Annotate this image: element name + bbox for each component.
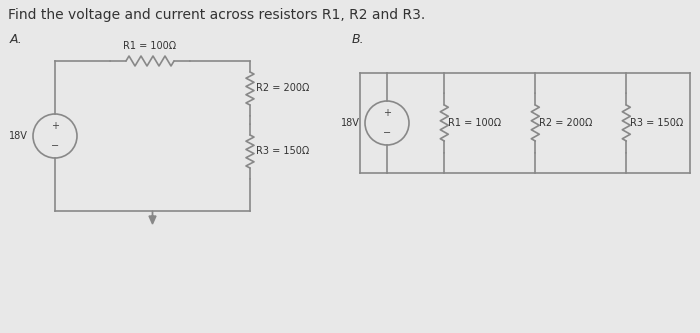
Text: −: −	[383, 128, 391, 138]
Text: R2 = 200Ω: R2 = 200Ω	[539, 118, 593, 128]
Text: R1 = 100Ω: R1 = 100Ω	[448, 118, 501, 128]
Text: 18V: 18V	[341, 118, 360, 128]
Text: B.: B.	[352, 33, 365, 46]
Text: Find the voltage and current across resistors R1, R2 and R3.: Find the voltage and current across resi…	[8, 8, 426, 22]
Text: +: +	[383, 108, 391, 118]
Text: R1 = 100Ω: R1 = 100Ω	[123, 41, 176, 51]
Text: −: −	[51, 141, 59, 151]
Text: A.: A.	[10, 33, 22, 46]
Text: +: +	[51, 121, 59, 131]
Text: R3 = 150Ω: R3 = 150Ω	[256, 147, 309, 157]
FancyArrow shape	[149, 211, 156, 224]
Text: 18V: 18V	[9, 131, 28, 141]
Text: R3 = 150Ω: R3 = 150Ω	[630, 118, 683, 128]
Text: R2 = 200Ω: R2 = 200Ω	[256, 84, 309, 94]
